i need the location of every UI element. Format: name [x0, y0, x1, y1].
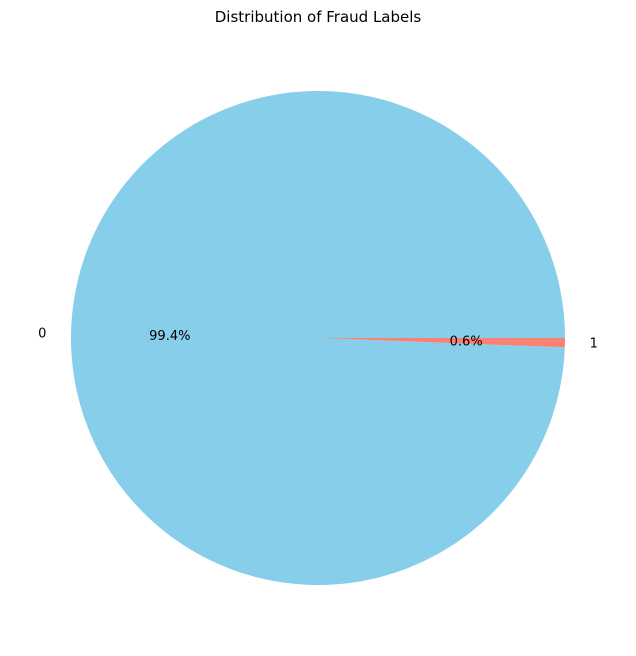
slice-pct-label-0: 99.4%	[149, 329, 190, 344]
slice-label-1: 1	[590, 337, 598, 352]
pie-slices	[70, 91, 565, 586]
slice-label-0: 0	[38, 326, 46, 341]
pie-labels: 0 99.4% 1 0.6%	[38, 326, 598, 351]
chart-title: Distribution of Fraud Labels	[215, 8, 422, 26]
slice-pct-label-1: 0.6%	[450, 334, 483, 349]
pie-slice-0	[70, 91, 565, 586]
pie-slice-1	[318, 338, 565, 348]
